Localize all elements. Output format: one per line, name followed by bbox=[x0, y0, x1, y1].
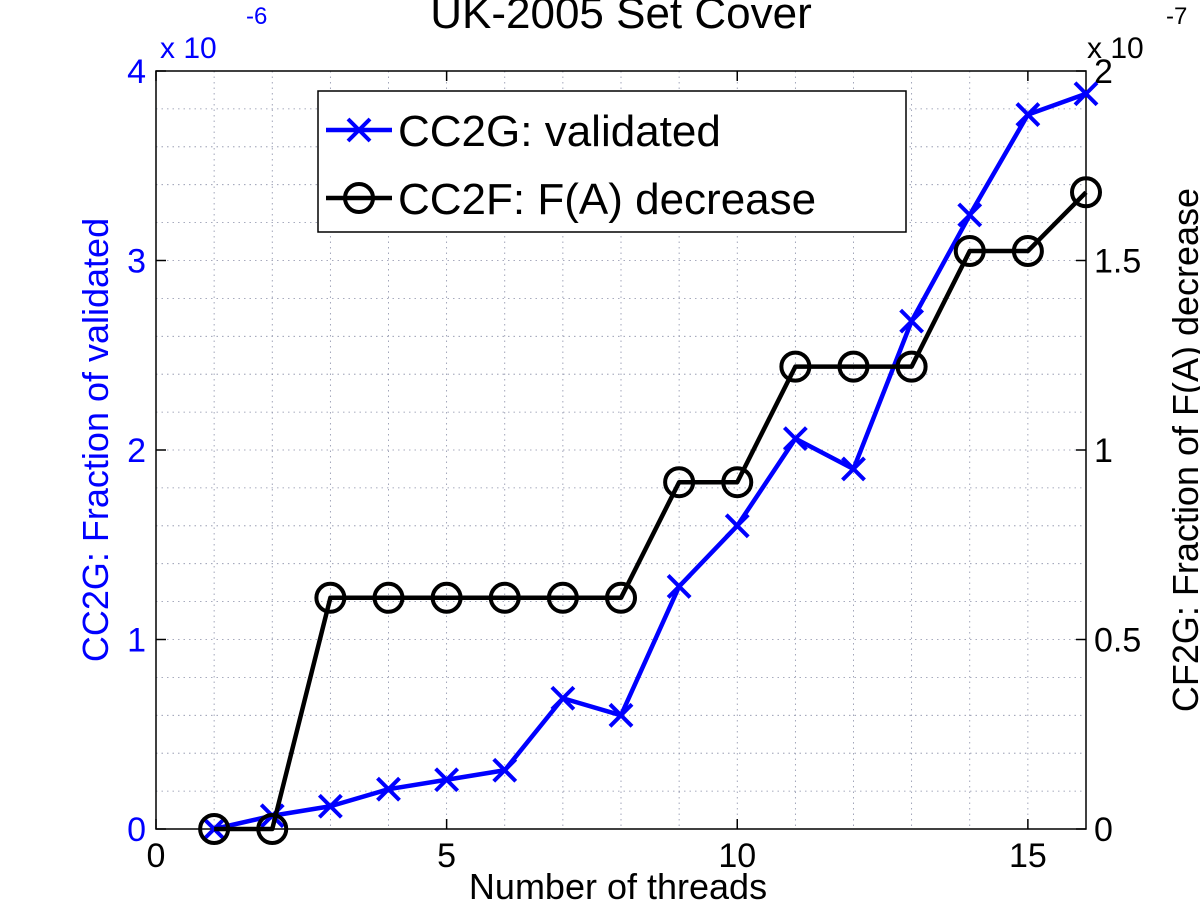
marker-stroke bbox=[1015, 102, 1041, 127]
right-multiplier-exponent: -7 bbox=[1166, 3, 1187, 30]
data-point bbox=[256, 813, 289, 845]
right-tick-label: 0.5 bbox=[1094, 622, 1141, 660]
x-tick-label: 0 bbox=[147, 837, 166, 875]
left-axis-multiplier: x 10 -6 bbox=[160, 3, 267, 65]
data-point bbox=[666, 574, 692, 599]
data-point bbox=[837, 350, 870, 383]
legend-symbol bbox=[343, 182, 375, 214]
legend-symbol bbox=[346, 117, 372, 143]
series-line bbox=[213, 91, 1087, 832]
marker-stroke bbox=[608, 702, 634, 728]
right-tick-label: 0 bbox=[1094, 811, 1113, 849]
x-axis-label: Number of threads bbox=[469, 866, 767, 900]
data-point bbox=[779, 350, 812, 383]
left-multiplier-exponent: -6 bbox=[246, 3, 267, 30]
x-tick-label: 15 bbox=[1009, 837, 1047, 875]
legend: CC2G: validated CC2F: F(A) decrease bbox=[317, 90, 907, 233]
data-point bbox=[550, 685, 576, 711]
legend-label-decrease: CC2F: F(A) decrease bbox=[398, 175, 816, 224]
data-point bbox=[198, 813, 231, 845]
series-line bbox=[214, 190, 1088, 832]
right-tick-label: 2 bbox=[1094, 53, 1113, 91]
left-tick-label: 3 bbox=[127, 243, 146, 281]
series-decrease bbox=[198, 176, 1102, 845]
data-point bbox=[841, 456, 866, 482]
data-point bbox=[953, 235, 986, 268]
legend-marker-validated bbox=[326, 117, 392, 143]
data-point bbox=[899, 308, 925, 334]
legend-box bbox=[317, 90, 907, 233]
data-point bbox=[430, 581, 463, 614]
data-point bbox=[605, 581, 637, 614]
data-point bbox=[608, 702, 634, 728]
data-point bbox=[724, 513, 750, 539]
data-point bbox=[376, 776, 401, 802]
data-point bbox=[434, 767, 460, 793]
marker-stroke bbox=[1073, 81, 1099, 107]
marker-stroke bbox=[724, 513, 750, 539]
data-point bbox=[492, 757, 518, 783]
data-point bbox=[1015, 102, 1041, 127]
legend-marker-decrease bbox=[326, 182, 392, 214]
marker-stroke bbox=[346, 117, 372, 143]
right-multiplier-base: x 10 bbox=[1087, 32, 1144, 65]
marker-stroke bbox=[782, 426, 808, 452]
left-tick-label: 0 bbox=[127, 811, 146, 849]
data-point bbox=[663, 466, 696, 499]
data-point bbox=[957, 202, 983, 228]
marker-stroke bbox=[376, 776, 401, 802]
x-tick-label: 10 bbox=[718, 837, 756, 875]
series-validated bbox=[201, 81, 1099, 842]
data-point bbox=[1070, 176, 1102, 209]
data-point bbox=[488, 581, 521, 614]
right-axis-multiplier: x 10 -7 bbox=[1087, 3, 1187, 65]
axis-ticks: 0 5 10 15 0 1 2 3 4 0 0.5 1 1.5 2 bbox=[127, 53, 1141, 875]
marker-stroke bbox=[434, 767, 460, 793]
x-tick-label: 5 bbox=[437, 837, 456, 875]
marker-stroke bbox=[492, 757, 518, 783]
data-point bbox=[372, 581, 405, 614]
left-multiplier-base: x 10 bbox=[160, 32, 217, 65]
right-tick-label: 1 bbox=[1094, 432, 1113, 470]
left-axis-label: CC2G: Fraction of validated bbox=[75, 218, 116, 662]
data-point bbox=[721, 466, 754, 499]
legend-label-validated: CC2G: validated bbox=[398, 107, 721, 156]
data-point bbox=[1073, 81, 1099, 107]
data-point bbox=[314, 581, 347, 614]
left-tick-label: 2 bbox=[127, 432, 146, 470]
data-point bbox=[546, 581, 579, 614]
data-point bbox=[1011, 235, 1044, 268]
data-point bbox=[317, 793, 343, 819]
marker-stroke bbox=[899, 308, 925, 334]
right-tick-label: 1.5 bbox=[1094, 243, 1141, 281]
marker-stroke bbox=[666, 574, 692, 599]
marker-stroke bbox=[550, 685, 576, 711]
grid bbox=[155, 70, 1087, 830]
marker-stroke bbox=[317, 793, 343, 819]
chart-title: UK-2005 Set Cover bbox=[430, 0, 812, 38]
marker-stroke bbox=[841, 456, 866, 482]
left-tick-label: 1 bbox=[127, 622, 146, 660]
data-point bbox=[782, 426, 808, 452]
data-point bbox=[895, 350, 928, 383]
marker-stroke bbox=[957, 202, 983, 228]
left-tick-label: 4 bbox=[127, 53, 146, 91]
series-group bbox=[198, 81, 1102, 845]
right-axis-label: CF2G: Fraction of F(A) decrease bbox=[1165, 188, 1200, 712]
